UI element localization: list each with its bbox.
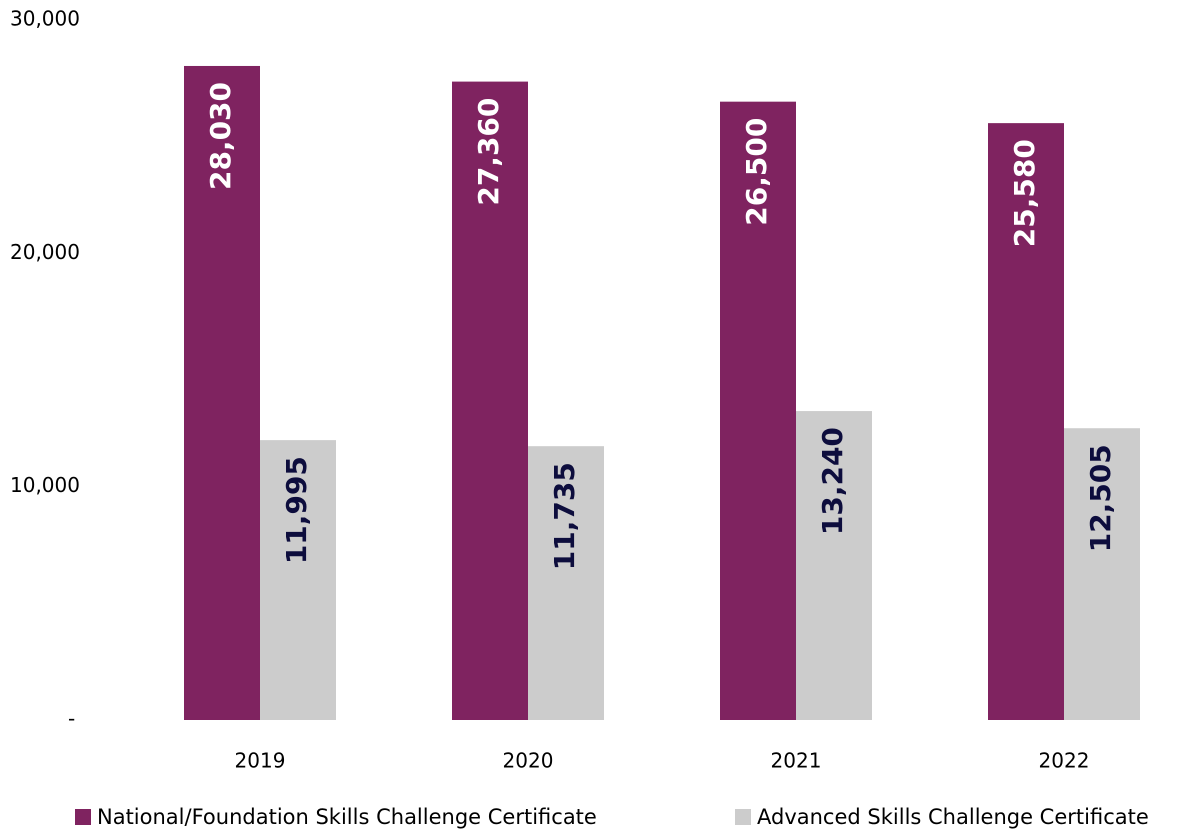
legend-swatch bbox=[735, 809, 751, 825]
bar bbox=[452, 81, 528, 721]
data-label: 27,360 bbox=[472, 98, 505, 206]
data-label: 25,580 bbox=[1008, 139, 1041, 247]
data-label: 13,240 bbox=[816, 427, 849, 535]
legend-label: National/Foundation Skills Challenge Cer… bbox=[97, 805, 597, 829]
data-label: 12,505 bbox=[1084, 444, 1117, 552]
bar bbox=[1064, 428, 1140, 720]
x-tick-label: 2020 bbox=[503, 749, 554, 773]
y-tick-label: 20,000 bbox=[10, 240, 80, 264]
data-label: 11,735 bbox=[548, 462, 581, 570]
legend-swatch bbox=[75, 809, 91, 825]
x-tick-label: 2019 bbox=[235, 749, 286, 773]
y-tick-label: 10,000 bbox=[10, 473, 80, 497]
legend-label: Advanced Skills Challenge Certificate bbox=[757, 805, 1149, 829]
bar bbox=[988, 123, 1064, 721]
y-tick-label: 30,000 bbox=[10, 7, 80, 31]
x-tick-label: 2022 bbox=[1039, 749, 1090, 773]
data-label: 26,500 bbox=[740, 118, 773, 226]
bar bbox=[260, 440, 336, 720]
bar bbox=[720, 101, 796, 720]
x-tick-label: 2021 bbox=[771, 749, 822, 773]
bar bbox=[796, 411, 872, 720]
y-tick-label: - bbox=[68, 707, 75, 731]
bar bbox=[184, 65, 260, 720]
data-label: 11,995 bbox=[280, 456, 313, 564]
data-label: 28,030 bbox=[204, 82, 237, 190]
bar bbox=[528, 446, 604, 720]
